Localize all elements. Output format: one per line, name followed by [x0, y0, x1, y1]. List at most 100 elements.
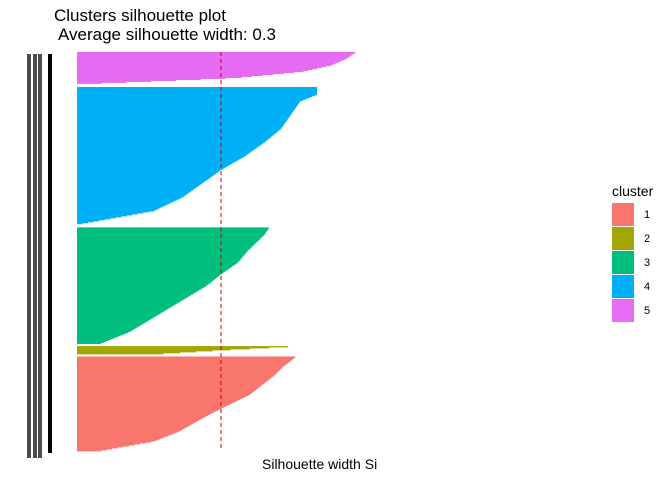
silhouette-bar	[77, 417, 203, 419]
silhouette-bar	[77, 148, 256, 150]
silhouette-bar	[77, 283, 209, 285]
silhouette-bar	[77, 399, 238, 402]
silhouette-bar	[77, 134, 274, 136]
silhouette-bar	[77, 245, 253, 247]
silhouette-bar	[77, 221, 89, 224]
silhouette-bar	[77, 122, 285, 124]
silhouette-bar	[77, 314, 159, 316]
silhouette-bar	[77, 300, 182, 302]
silhouette-bar	[77, 313, 160, 315]
silhouette-bar	[77, 227, 269, 229]
silhouette-bar	[77, 138, 269, 140]
silhouette-bar	[77, 396, 244, 399]
silhouette-bar	[77, 403, 230, 406]
silhouette-bar	[77, 153, 248, 156]
silhouette-bar	[77, 381, 267, 383]
silhouette-bar	[77, 212, 144, 214]
silhouette-bar	[77, 250, 248, 252]
silhouette-bar	[77, 322, 144, 325]
silhouette-bar	[77, 244, 254, 246]
silhouette-bar	[77, 434, 171, 436]
silhouette-bar	[77, 280, 213, 282]
silhouette-bar	[77, 430, 180, 432]
silhouette-bar	[77, 350, 213, 352]
silhouette-bar	[77, 97, 308, 100]
silhouette-bar	[77, 185, 199, 187]
silhouette-bar	[77, 431, 178, 433]
silhouette-bar	[77, 181, 204, 183]
silhouette-bar	[77, 268, 228, 271]
silhouette-bar	[77, 186, 197, 188]
silhouette-bar	[77, 96, 310, 99]
silhouette-bar	[77, 391, 253, 394]
silhouette-bar	[77, 196, 183, 198]
silhouette-bar	[77, 258, 241, 261]
silhouette-bar	[77, 405, 226, 408]
silhouette-bar	[77, 202, 171, 204]
silhouette-bar	[77, 164, 229, 167]
silhouette-bar	[77, 291, 196, 293]
silhouette-bar	[77, 386, 259, 389]
silhouette-bar	[77, 58, 345, 61]
silhouette-bar	[77, 408, 220, 411]
silhouette-bar	[77, 213, 138, 215]
silhouette-bar	[77, 358, 293, 360]
silhouette-bar	[77, 190, 192, 192]
silhouette-bar	[77, 294, 192, 296]
silhouette-bar	[77, 270, 226, 273]
silhouette-bar	[77, 309, 167, 311]
silhouette-bar	[77, 115, 290, 117]
silhouette-bar	[77, 383, 264, 385]
silhouette-bar	[77, 339, 109, 342]
silhouette-bar	[77, 271, 224, 274]
legend: cluster 1 2 3 4 5	[612, 183, 653, 323]
silhouette-bar	[77, 90, 317, 93]
silhouette-bar	[77, 279, 214, 281]
silhouette-bar	[77, 214, 133, 216]
silhouette-bar	[77, 168, 222, 171]
silhouette-bar	[77, 123, 285, 125]
silhouette-bar	[77, 200, 175, 202]
silhouette-bar	[77, 110, 294, 113]
silhouette-bar	[77, 74, 263, 77]
silhouette-bar	[77, 315, 157, 317]
silhouette-bar	[77, 421, 196, 423]
silhouette-bar	[77, 362, 288, 364]
silhouette-bar	[77, 373, 276, 375]
silhouette-bar	[77, 303, 177, 305]
silhouette-bar	[77, 304, 175, 306]
silhouette-bar	[77, 251, 247, 253]
silhouette-bar	[77, 75, 253, 78]
silhouette-bar	[77, 295, 190, 297]
silhouette-bar	[77, 145, 260, 147]
silhouette-bar	[77, 234, 265, 236]
legend-item-4: 4	[612, 275, 653, 298]
silhouette-bar	[77, 324, 141, 327]
silhouette-bar	[77, 289, 200, 291]
silhouette-bar	[77, 321, 146, 324]
silhouette-bar	[77, 426, 187, 428]
silhouette-bar	[77, 272, 223, 275]
silhouette-bar	[77, 312, 162, 314]
silhouette-bar	[77, 248, 250, 250]
silhouette-bar	[77, 269, 227, 272]
silhouette-bar	[77, 191, 190, 193]
silhouette-bar	[77, 281, 211, 283]
silhouette-bar	[77, 332, 126, 335]
silhouette-bar	[77, 351, 197, 353]
silhouette-bar	[77, 302, 178, 304]
silhouette-bar	[77, 183, 201, 185]
silhouette-bar	[77, 220, 94, 223]
silhouette-bar	[77, 70, 304, 73]
silhouette-bar	[77, 253, 245, 256]
cluster-1-bars	[77, 356, 296, 452]
silhouette-bar	[77, 361, 290, 363]
silhouette-bar	[77, 131, 278, 133]
silhouette-bar	[77, 216, 116, 219]
silhouette-bar	[77, 356, 296, 358]
silhouette-bar	[77, 348, 250, 350]
silhouette-bar	[77, 307, 170, 309]
silhouette-bar	[77, 161, 234, 164]
silhouette-bar	[77, 298, 185, 300]
